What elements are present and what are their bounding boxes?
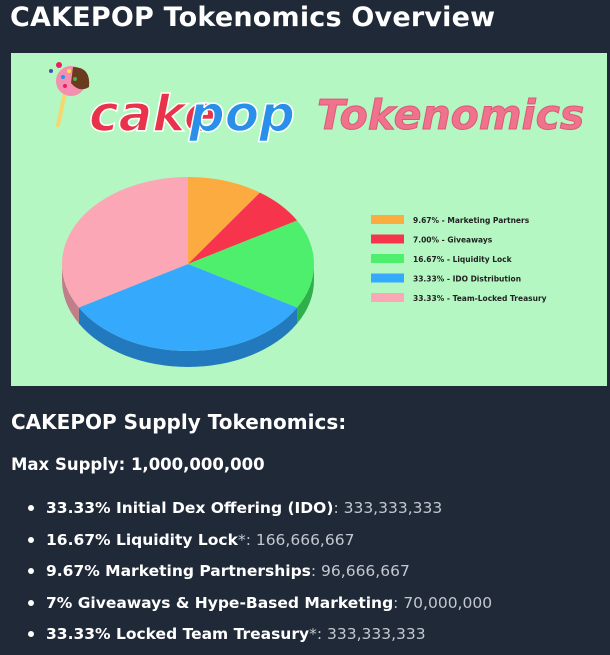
allocation-label: 16.67% Liquidity Lock xyxy=(46,530,238,549)
pie-chart xyxy=(61,177,314,367)
pie-slice xyxy=(188,220,314,308)
allocation-label: 33.33% Locked Team Treasury xyxy=(46,625,310,643)
pie-slice xyxy=(78,264,298,351)
bullet-icon xyxy=(28,536,34,543)
allocation-value: : 333,333,333 xyxy=(333,499,443,517)
legend-label: 9.67% - Marketing Partners xyxy=(413,216,530,225)
legend-swatch xyxy=(371,234,404,244)
max-supply: Max Supply: 1,000,000,000 xyxy=(11,455,265,474)
list-item: 33.33% Locked Team Treasury*: 333,333,33… xyxy=(28,621,492,653)
pie-slice xyxy=(188,177,260,264)
allocation-value: : 333,333,333 xyxy=(316,625,426,643)
bullet-icon xyxy=(28,599,34,606)
tokenomics-banner-image: cake pop Tokenomics 9.67% - Marketing Pa… xyxy=(11,53,607,386)
brand-cake-text: cake xyxy=(89,85,218,143)
legend-swatch xyxy=(371,273,404,283)
legend-swatch xyxy=(371,293,404,302)
pie-slice xyxy=(188,192,298,264)
allocation-value: : 70,000,000 xyxy=(393,593,493,612)
pie-slice-side xyxy=(62,264,79,324)
allocation-list: 33.33% Initial Dex Offering (IDO): 333,3… xyxy=(28,495,492,653)
pie-slice-side xyxy=(297,264,314,324)
allocation-footnote-mark: * xyxy=(237,530,246,549)
pie-slice xyxy=(61,177,188,308)
allocation-label: 33.33% Initial Dex Offering (IDO) xyxy=(46,499,334,517)
allocation-footnote-mark: * xyxy=(309,625,317,643)
cakepop-logo-icon xyxy=(49,62,90,127)
page-title: CAKEPOP Tokenomics Overview xyxy=(10,2,496,33)
allocation-label: 9.67% Marketing Partnerships xyxy=(46,562,311,580)
list-item: 33.33% Initial Dex Offering (IDO): 333,3… xyxy=(28,495,492,527)
legend-label: 33.33% - IDO Distribution xyxy=(413,275,521,284)
chart-legend: 9.67% - Marketing Partners 7.00% - Giveaw… xyxy=(371,215,547,303)
legend-label: 16.67% - Liquidity Lock xyxy=(413,255,513,264)
banner-heading: Tokenomics xyxy=(317,91,584,139)
pie-slice-side xyxy=(78,307,298,367)
bullet-icon xyxy=(28,568,34,574)
list-item: 9.67% Marketing Partnerships: 96,666,667 xyxy=(28,558,492,590)
legend-label: 33.33% - Team-Locked Treasury xyxy=(413,294,547,303)
bullet-icon xyxy=(28,505,34,511)
legend-swatch xyxy=(371,254,404,263)
allocation-value: : 96,666,667 xyxy=(310,562,410,580)
brand-pop-text: pop xyxy=(188,85,295,143)
section-heading: CAKEPOP Supply Tokenomics: xyxy=(11,410,347,434)
list-item: 7% Giveaways & Hype-Based Marketing: 70,… xyxy=(28,590,492,622)
allocation-label: 7% Giveaways & Hype-Based Marketing xyxy=(46,593,394,612)
bullet-icon xyxy=(28,631,34,637)
legend-label: 7.00% - Giveaways xyxy=(413,236,493,245)
list-item: 16.67% Liquidity Lock*: 166,666,667 xyxy=(28,527,492,559)
allocation-value: : 166,666,667 xyxy=(245,530,355,549)
legend-swatch xyxy=(371,215,404,224)
